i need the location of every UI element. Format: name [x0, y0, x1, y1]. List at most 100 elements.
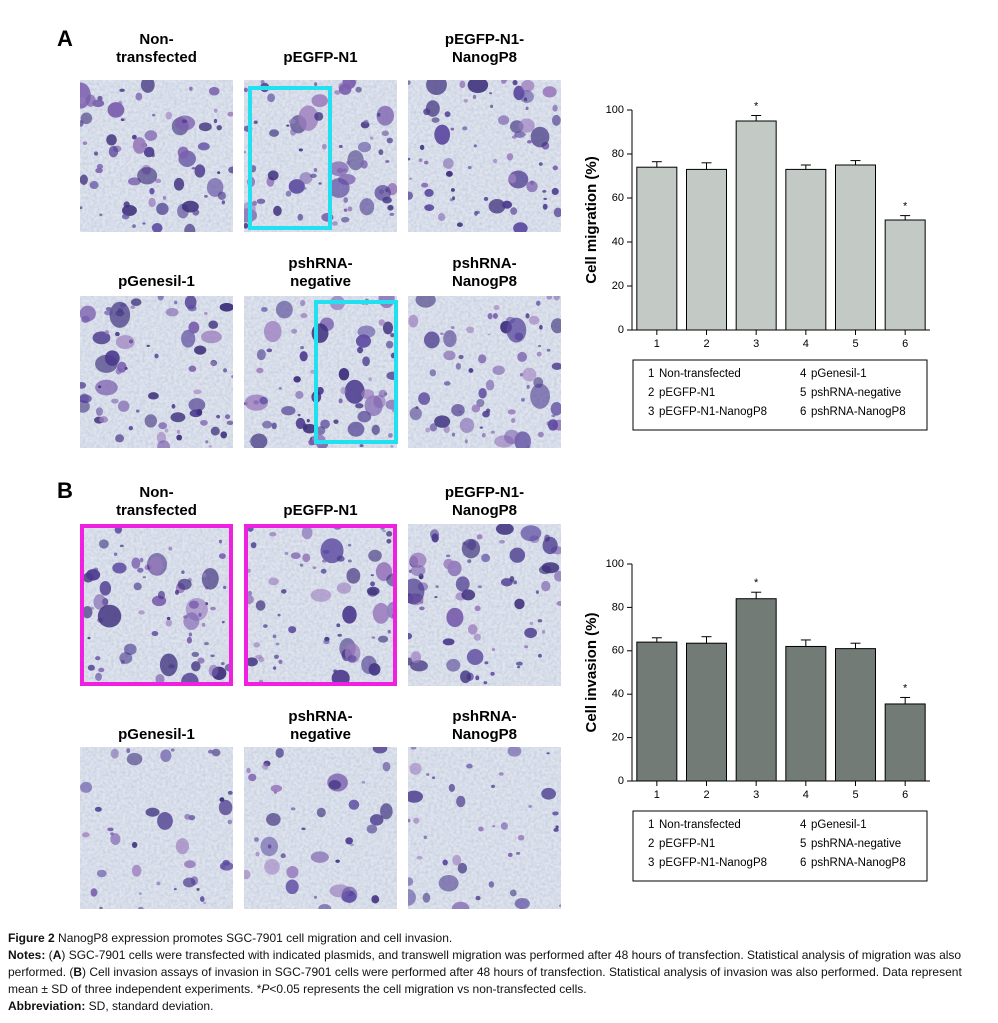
cell	[311, 94, 329, 108]
cell	[524, 645, 529, 649]
micrograph	[80, 747, 233, 909]
cell	[451, 403, 465, 417]
cell	[173, 177, 185, 191]
cell	[177, 146, 189, 159]
cell	[220, 431, 228, 439]
cell	[443, 381, 451, 386]
panel-label: B	[57, 478, 73, 503]
cell	[501, 80, 508, 83]
y-tick-label: 100	[606, 104, 624, 116]
cell	[408, 889, 416, 906]
cell	[98, 539, 109, 549]
legend-number: 2	[648, 838, 654, 850]
cell	[543, 197, 548, 200]
micrograph-content	[408, 747, 561, 909]
legend-box	[632, 359, 928, 431]
cell	[176, 434, 183, 441]
cell	[170, 748, 175, 752]
cell	[538, 162, 543, 166]
cell	[386, 137, 393, 144]
cell	[318, 182, 322, 185]
cell	[342, 605, 357, 624]
cell	[191, 167, 196, 170]
cell	[196, 888, 200, 891]
cell	[443, 425, 450, 434]
cell	[275, 747, 284, 758]
cell	[216, 125, 222, 131]
cell	[493, 304, 500, 311]
cell	[80, 781, 93, 793]
cell	[378, 389, 387, 398]
cell	[488, 881, 495, 888]
y-tick-label: 60	[612, 645, 624, 657]
cell	[467, 559, 472, 563]
cell	[463, 98, 469, 103]
cell	[267, 170, 279, 181]
cell	[275, 642, 280, 646]
cell	[263, 320, 282, 343]
micrograph	[244, 80, 397, 232]
cell	[263, 624, 268, 628]
cell	[502, 200, 513, 209]
y-tick-label: 80	[612, 148, 624, 160]
cell	[408, 633, 413, 640]
cell	[507, 747, 522, 757]
x-tick-label: 4	[803, 338, 809, 350]
cell	[166, 616, 171, 621]
cell	[231, 375, 233, 379]
cell	[197, 657, 205, 664]
cell	[382, 529, 386, 533]
cell	[290, 128, 297, 136]
cell	[297, 413, 301, 417]
figure-notes: Notes: (A) SGC-7901 cells were transfect…	[8, 947, 993, 998]
cell	[378, 319, 386, 326]
cell	[443, 558, 454, 570]
cell	[210, 361, 216, 366]
cell	[538, 344, 542, 348]
cell	[80, 400, 90, 413]
cell	[348, 799, 360, 810]
cell	[313, 167, 318, 172]
legend-name: pshRNA-negative	[811, 387, 901, 399]
micrograph-content	[408, 80, 561, 232]
cell	[434, 596, 438, 599]
cell	[552, 114, 561, 126]
cell	[244, 222, 249, 229]
cell	[269, 532, 277, 537]
cell	[93, 151, 99, 156]
cell	[422, 892, 431, 903]
cell	[451, 432, 456, 437]
cell	[347, 150, 364, 171]
cell	[479, 426, 483, 429]
cell	[508, 173, 517, 184]
cell	[322, 549, 330, 554]
cell	[208, 445, 212, 448]
cell	[208, 320, 219, 329]
cell	[121, 204, 137, 216]
cell	[336, 582, 352, 594]
cell	[409, 407, 422, 421]
cell	[553, 828, 559, 832]
cell	[244, 150, 247, 154]
cell	[299, 563, 304, 567]
cell	[267, 93, 276, 103]
cell	[426, 80, 447, 95]
cell	[152, 113, 156, 117]
cell	[328, 780, 342, 790]
image-title: NanogP8	[452, 726, 517, 743]
cell	[156, 881, 161, 886]
micrograph-content	[244, 747, 397, 909]
cell	[298, 148, 303, 152]
cell	[522, 133, 527, 136]
cell	[255, 654, 263, 660]
y-tick-label: 80	[612, 601, 624, 613]
cell	[498, 772, 504, 776]
cell	[165, 111, 173, 120]
cell	[157, 812, 173, 830]
cell	[255, 600, 266, 611]
image-title: pEGFP-N1	[283, 502, 357, 519]
cell	[181, 570, 185, 575]
caption-run: ) SGC-7901 cells were transfected with i…	[8, 948, 962, 979]
cell	[415, 296, 436, 308]
cell	[551, 414, 556, 418]
